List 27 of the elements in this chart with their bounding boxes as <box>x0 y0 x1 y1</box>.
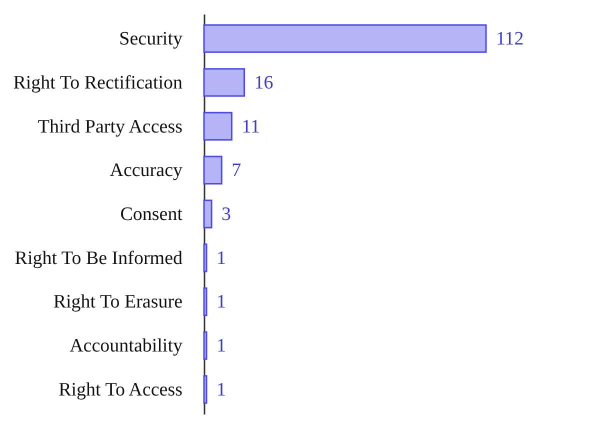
y-tick-label: Right To Erasure <box>53 292 182 313</box>
data-label: 1 <box>216 292 226 313</box>
data-label: 112 <box>496 28 524 50</box>
data-label: 1 <box>216 336 226 357</box>
bar <box>203 156 222 184</box>
y-tick-label: Right To Rectification <box>13 72 183 94</box>
bar <box>203 200 212 228</box>
bar <box>203 244 208 272</box>
bar <box>203 24 487 53</box>
bar <box>203 331 208 360</box>
data-label: 1 <box>216 248 226 269</box>
data-label: 11 <box>242 116 260 138</box>
bar <box>203 287 208 316</box>
y-tick-label: Right To Access <box>58 379 182 400</box>
bar <box>203 68 246 97</box>
data-label: 3 <box>222 204 232 225</box>
bar <box>203 375 208 404</box>
data-label: 16 <box>254 72 274 94</box>
y-tick-label: Consent <box>120 204 184 225</box>
y-tick-label: Third Party Access <box>38 116 182 138</box>
y-tick-label: Security <box>119 28 183 50</box>
bar <box>203 112 232 141</box>
data-label: 7 <box>232 160 242 182</box>
y-tick-label: Accountability <box>70 336 183 357</box>
y-tick-label: Right To Be Informed <box>14 248 183 269</box>
data-label: 1 <box>216 379 226 400</box>
y-tick-label: Accuracy <box>110 160 183 182</box>
